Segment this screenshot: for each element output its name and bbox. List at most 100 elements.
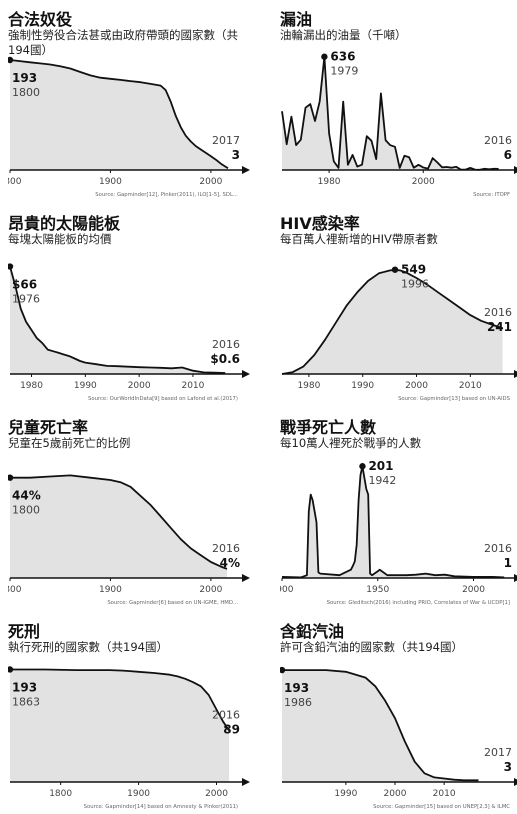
end-label-year: 2017	[212, 134, 240, 147]
data-point-marker	[391, 266, 399, 273]
series-line	[9, 59, 229, 170]
end-label-value: 6	[504, 148, 512, 162]
x-tick-label: 1990	[351, 381, 374, 391]
chart-svg: 1990 2000 2010 Source: Gapminder[15] based …	[280, 666, 517, 810]
x-tick-label: 1990	[334, 789, 357, 799]
source-note: Source: OurWorldInData[9] based on Lafon…	[88, 396, 238, 402]
x-tick-label: 1900	[280, 585, 294, 595]
x-tick-label: 2000	[412, 177, 435, 187]
end-label-year: 2016	[484, 134, 512, 147]
axis-arrow	[514, 574, 517, 582]
chart-panel-death-penalty: 死刑 執行死刑的國家數（共194國） 1800 1900 2000 Source: Gap…	[8, 618, 258, 814]
chart-title: 漏油	[280, 10, 313, 29]
chart-subtitle: 強制性勞役合法甚或由政府帶頭的國家數（共194國）	[8, 28, 238, 57]
axis-arrow	[514, 166, 517, 174]
data-point-marker	[8, 263, 14, 270]
axis-arrow	[242, 166, 250, 174]
data-label-year: 1800	[12, 86, 40, 99]
x-tick-label: 2000	[384, 789, 407, 799]
chart-title: 死刑	[8, 622, 41, 641]
data-label-value: 636	[330, 50, 355, 64]
data-label-value: 193	[284, 681, 309, 695]
end-label-year: 2016	[212, 338, 240, 351]
chart-panel-solar-panels: 昂貴的太陽能板 每塊太陽能板的均價 1980 1990 2000 2010 Source: …	[8, 210, 258, 406]
end-label-value: 3	[232, 148, 240, 162]
data-label-value: 44%	[12, 489, 41, 503]
end-label-year: 2016	[484, 542, 512, 555]
data-label-value: $66	[12, 278, 37, 292]
data-point-marker	[280, 666, 286, 674]
series-line	[10, 668, 230, 731]
chart-svg: 1800 1900 2000 Source: Gapminder[14] based …	[8, 666, 250, 810]
chart-svg: 1980 1990 2000 2010 Source: Gapminder[13] ba…	[281, 263, 517, 402]
area-fill	[282, 56, 499, 171]
chart-svg: 1800 1900 2000 Source: Gapminder[12], Pinke…	[8, 56, 250, 198]
chart-svg: 1800 1900 2000 Source: Gapminder[6] based o…	[8, 474, 250, 606]
chart-subtitle: 每百萬人裡新增的HIV帶原者數	[280, 232, 438, 246]
chart-title: 兒童死亡率	[8, 418, 89, 437]
data-point-marker	[321, 53, 328, 60]
source-note: Source: Gapminder[13] based on UN-AIDS	[398, 396, 511, 402]
x-tick-label: 1980	[318, 177, 341, 187]
axis-arrow	[514, 778, 517, 786]
source-note: Source: Gapminder[14] based on Amnesty &…	[84, 804, 238, 810]
x-tick-label: 1980	[297, 381, 320, 391]
area-fill	[282, 670, 479, 782]
data-point-marker	[8, 474, 14, 481]
x-tick-label: 1950	[366, 585, 389, 595]
x-tick-label: 2010	[181, 381, 204, 391]
end-label-value: 1	[504, 556, 512, 570]
x-tick-label: 2000	[405, 381, 428, 391]
chart-panel-leaded-gasoline: 含鉛汽油 許可含鉛汽油的國家數（共194國） 1990 2000 2010 Source:…	[280, 618, 517, 814]
chart-subtitle: 油輪漏出的油量（千噸）	[280, 28, 407, 42]
area-fill	[10, 266, 226, 374]
axis-arrow	[514, 370, 517, 378]
data-label-value: 549	[401, 263, 426, 277]
area-fill	[282, 269, 503, 374]
data-label-year: 1942	[368, 474, 396, 487]
source-note: Source: Gapminder[6] based on UN-IGME, H…	[107, 600, 238, 606]
chart-subtitle: 每塊太陽能板的均價	[8, 232, 112, 246]
data-label-year: 1996	[401, 278, 429, 291]
end-label-year: 2017	[484, 746, 512, 759]
data-point-marker	[359, 463, 366, 470]
series-line	[282, 669, 479, 782]
chart-title: 含鉛汽油	[280, 622, 345, 641]
x-tick-label: 1800	[8, 177, 22, 187]
source-note: Source: Gleditsch(2016) including PRIO, …	[327, 600, 510, 606]
end-label-year: 2016	[212, 542, 240, 555]
x-tick-label: 2010	[433, 789, 456, 799]
series-line	[10, 474, 228, 570]
data-label-value: 201	[368, 459, 393, 473]
data-label-year: 1979	[330, 65, 358, 78]
chart-panel-hiv-infections: HIV感染率 每百萬人裡新增的HIV帶原者數 1980 1990 2000 2010 Sou…	[280, 210, 517, 406]
x-tick-label: 1900	[99, 177, 122, 187]
data-label-year: 1800	[12, 504, 40, 517]
x-tick-label: 1900	[127, 789, 150, 799]
data-label-year: 1863	[12, 695, 40, 708]
data-point-marker	[8, 666, 14, 673]
area-fill	[10, 60, 228, 170]
x-tick-label: 1980	[20, 381, 43, 391]
chart-title: 合法奴役	[8, 10, 73, 29]
chart-subtitle: 執行死刑的國家數（共194國）	[8, 640, 168, 654]
end-label-year: 2016	[484, 306, 512, 319]
source-note: Source: Gapminder[12], Pinker(2011), ILO…	[95, 192, 238, 198]
x-tick-label: 1900	[99, 585, 122, 595]
end-label-value: 4%	[220, 556, 240, 570]
data-label-value: 193	[12, 680, 37, 694]
end-label-year: 2016	[212, 708, 240, 721]
data-label-year: 1986	[284, 696, 312, 709]
data-label-year: 1976	[12, 293, 40, 306]
source-note: Source: ITOPF	[473, 192, 510, 198]
x-tick-label: 1800	[49, 789, 72, 799]
axis-arrow	[242, 778, 250, 786]
x-tick-label: 1990	[74, 381, 97, 391]
data-point-marker	[8, 56, 14, 64]
end-label-value: 89	[223, 722, 240, 736]
end-label-value: 3	[504, 760, 512, 774]
